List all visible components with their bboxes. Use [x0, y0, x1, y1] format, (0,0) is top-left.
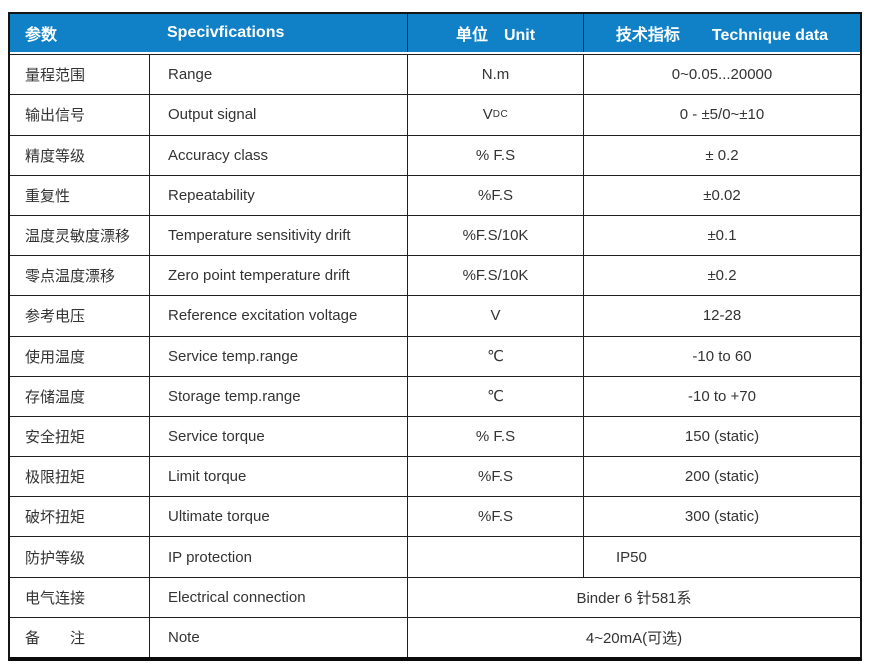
unit-cell [407, 536, 583, 577]
unit-cell: %F.S [407, 174, 583, 215]
merged-value-cell: Binder 6 针581系 [407, 576, 860, 617]
unit-cell: N.m [407, 54, 583, 95]
unit-cell: % F.S [407, 134, 583, 175]
value-cell: 0 - ±5/0~±10 [583, 94, 860, 135]
spec-cell: Ultimate torque [149, 496, 407, 537]
value-cell: 300 (static) [583, 496, 860, 537]
value-cell: ±0.02 [583, 174, 860, 215]
unit-cell: V DC [407, 94, 583, 135]
param-cell: 零点温度漂移 [10, 255, 149, 295]
header-specifications: Specivfications [149, 14, 407, 52]
param-cell: 输出信号 [10, 94, 149, 134]
unit-cell: V [407, 295, 583, 336]
spec-cell: Zero point temperature drift [149, 255, 407, 296]
spec-cell: Reference excitation voltage [149, 295, 407, 336]
spec-cell: Output signal [149, 94, 407, 135]
param-cell: 极限扭矩 [10, 456, 149, 496]
param-cell: 破坏扭矩 [10, 496, 149, 536]
param-cell: 精度等级 [10, 134, 149, 175]
param-cell: 备 注 [10, 616, 149, 657]
merged-value-cell: 4~20mA(可选) [407, 616, 860, 657]
unit-cell: ℃ [407, 335, 583, 376]
spec-cell: Service torque [149, 415, 407, 457]
value-cell: 12-28 [583, 295, 860, 336]
spec-cell: Electrical connection [149, 576, 407, 617]
value-cell: ±0.1 [583, 214, 860, 256]
spec-cell: Repeatability [149, 174, 407, 215]
unit-v: V [482, 106, 493, 124]
value-cell: ± 0.2 [583, 134, 860, 175]
value-cell: ±0.2 [583, 255, 860, 296]
param-cell: 参考电压 [10, 295, 149, 335]
specification-table: 参数 Specivfications 单位 Unit 技术指标 Techniqu… [8, 12, 862, 661]
param-cell: 安全扭矩 [10, 415, 149, 456]
spec-cell: IP protection [149, 536, 407, 577]
param-cell: 存储温度 [10, 375, 149, 416]
param-cell: 重复性 [10, 174, 149, 215]
unit-dc-subscript: DC [492, 109, 509, 121]
spec-cell: Limit torque [149, 456, 407, 497]
unit-cell: %F.S/10K [407, 255, 583, 296]
param-cell: 电气连接 [10, 576, 149, 617]
value-cell: 200 (static) [583, 456, 860, 497]
header-unit: 单位 Unit [407, 14, 583, 52]
param-cell: 使用温度 [10, 335, 149, 376]
spec-cell: Range [149, 54, 407, 95]
spec-cell: Temperature sensitivity drift [149, 214, 407, 256]
value-cell: IP50 [583, 536, 860, 577]
value-cell: 150 (static) [583, 415, 860, 457]
header-technique-data: 技术指标 Technique data [583, 14, 860, 52]
unit-cell: ℃ [407, 375, 583, 416]
spec-cell: Note [149, 616, 407, 657]
unit-cell: %F.S/10K [407, 214, 583, 256]
param-cell: 量程范围 [10, 54, 149, 94]
unit-cell: %F.S [407, 496, 583, 537]
param-cell: 温度灵敏度漂移 [10, 214, 149, 255]
unit-cell: %F.S [407, 456, 583, 497]
spec-cell: Storage temp.range [149, 375, 407, 416]
value-cell: -10 to +70 [583, 375, 860, 416]
header-param: 参数 [10, 14, 149, 52]
unit-cell: % F.S [407, 415, 583, 457]
spec-cell: Accuracy class [149, 134, 407, 175]
value-cell: -10 to 60 [583, 335, 860, 376]
spec-cell: Service temp.range [149, 335, 407, 376]
value-cell: 0~0.05...20000 [583, 54, 860, 95]
param-cell: 防护等级 [10, 536, 149, 576]
